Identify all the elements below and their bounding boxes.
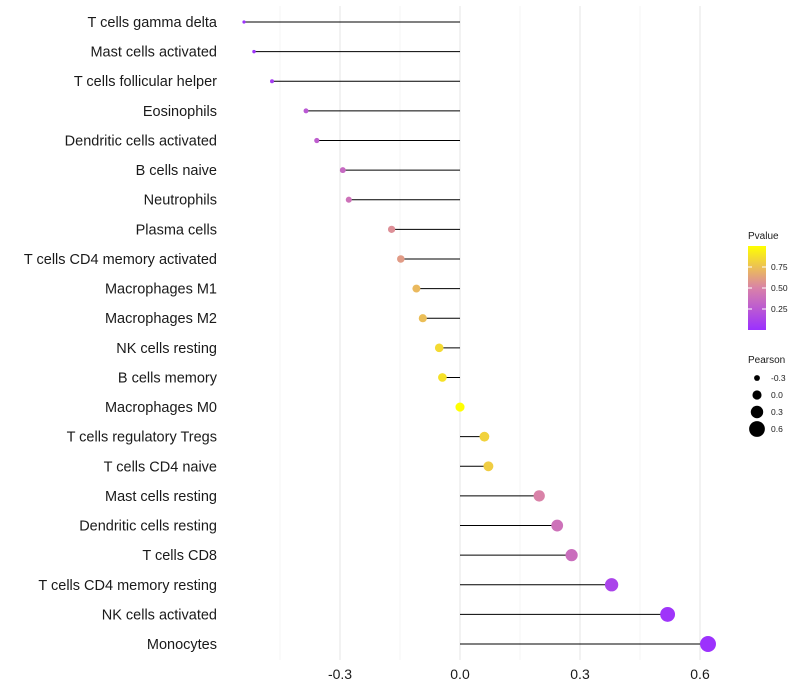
lollipop-point xyxy=(479,431,490,442)
category-label: T cells gamma delta xyxy=(88,15,218,31)
pearson-legend-dot xyxy=(752,390,762,400)
x-tick-label: 0.0 xyxy=(450,666,470,682)
lollipop-point xyxy=(242,20,246,24)
lollipop-point xyxy=(303,108,309,114)
pearson-legend-label: 0.0 xyxy=(771,390,783,400)
pearson-legend-dot xyxy=(749,421,765,437)
lollipop-point xyxy=(314,137,320,144)
category-label: B cells naive xyxy=(136,163,217,179)
lollipop-point xyxy=(438,373,447,382)
lollipop-point xyxy=(418,314,427,323)
lollipop-point xyxy=(455,402,465,412)
lollipop-point xyxy=(412,284,421,293)
pvalue-legend-label: 0.75 xyxy=(771,262,788,272)
category-label: T cells regulatory Tregs xyxy=(67,430,217,446)
category-label: T cells CD4 memory activated xyxy=(24,252,217,268)
category-label: Dendritic cells activated xyxy=(65,133,217,149)
pearson-legend-dot xyxy=(754,375,760,381)
x-tick-label: 0.6 xyxy=(690,666,710,682)
x-tick-label: 0.3 xyxy=(570,666,590,682)
pearson-legend: Pearson -0.3 0.0 0.3 0.6 xyxy=(748,355,786,437)
category-label: T cells CD4 memory resting xyxy=(38,578,217,594)
category-label: T cells CD4 naive xyxy=(104,459,217,475)
pearson-legend-label: 0.3 xyxy=(771,407,783,417)
lollipop-points xyxy=(242,20,716,653)
lollipop-point xyxy=(345,196,352,203)
lollipop-point xyxy=(565,549,578,562)
lollipop-point xyxy=(339,167,346,174)
x-axis-tick-labels: -0.3 0.0 0.3 0.6 xyxy=(328,666,710,682)
category-label: Mast cells activated xyxy=(90,45,217,61)
category-label: NK cells activated xyxy=(102,607,217,623)
category-label: Macrophages M2 xyxy=(105,311,217,327)
lollipop-point xyxy=(604,578,619,592)
grid-lines xyxy=(279,6,701,660)
lollipop-point xyxy=(387,225,396,233)
category-label: Mast cells resting xyxy=(105,489,217,505)
lollipop-point xyxy=(551,519,564,532)
pvalue-colorbar xyxy=(748,246,766,330)
lollipop-point xyxy=(700,636,716,653)
lollipop-stems xyxy=(244,21,708,645)
category-labels: T cells gamma delta Mast cells activated T… xyxy=(24,15,218,653)
category-label: Eosinophils xyxy=(143,104,217,120)
pvalue-legend-label: 0.25 xyxy=(771,304,788,314)
category-label: T cells follicular helper xyxy=(74,74,217,90)
category-label: Neutrophils xyxy=(144,193,217,209)
lollipop-point xyxy=(397,255,405,263)
pearson-legend-title: Pearson xyxy=(748,355,785,366)
category-label: Macrophages M1 xyxy=(105,282,217,298)
pvalue-legend-label: 0.50 xyxy=(771,283,788,293)
lollipop-point xyxy=(434,343,444,353)
pearson-legend-dot xyxy=(750,405,764,419)
lollipop-point xyxy=(533,490,545,502)
lollipop-point xyxy=(270,79,274,84)
category-label: T cells CD8 xyxy=(142,548,217,564)
lollipop-point xyxy=(252,49,256,54)
pvalue-legend-title: Pvalue xyxy=(748,231,779,242)
pearson-legend-label: -0.3 xyxy=(771,373,786,383)
lollipop-point xyxy=(483,461,494,472)
pearson-legend-label: 0.6 xyxy=(771,424,783,434)
x-tick-label: -0.3 xyxy=(328,666,352,682)
category-label: B cells memory xyxy=(118,370,218,386)
category-label: Dendritic cells resting xyxy=(79,519,217,535)
category-label: Macrophages M0 xyxy=(105,400,217,416)
category-label: NK cells resting xyxy=(116,341,217,357)
category-label: Plasma cells xyxy=(136,222,217,238)
lollipop-point xyxy=(660,606,676,622)
category-label: Monocytes xyxy=(147,637,217,653)
pvalue-legend: Pvalue 0.75 0.50 0.25 xyxy=(748,231,788,330)
